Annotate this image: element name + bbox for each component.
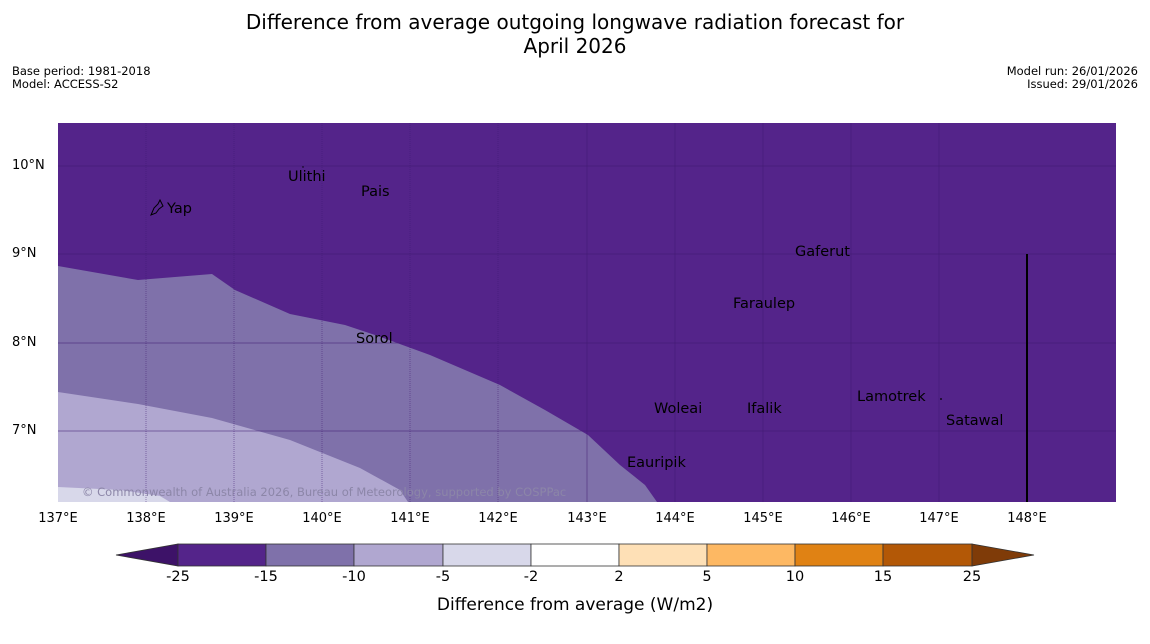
colorbar-tick-minus15: -15: [254, 569, 278, 585]
model-name: Model: ACCESS-S2: [12, 77, 119, 91]
colorbar-seg-3: [353, 543, 444, 567]
place-gaferut: Gaferut: [795, 244, 850, 260]
island-dots: [302, 166, 942, 400]
colorbar-seg-8: [794, 543, 884, 567]
lat-label-8n: 8°N: [12, 335, 37, 350]
colorbar-tick-15: 15: [873, 569, 893, 585]
place-sorol: Sorol: [356, 331, 393, 347]
colorbar-extend-low: [115, 543, 179, 567]
lon-label-146e: 146°E: [831, 511, 871, 526]
lon-label-141e: 141°E: [390, 511, 430, 526]
lat-label-10n: 10°N: [12, 158, 45, 173]
title-line-1: Difference from average outgoing longwav…: [245, 10, 905, 34]
place-ulithi: Ulithi: [288, 169, 326, 185]
place-lamotrek: Lamotrek: [857, 389, 926, 405]
colorbar: [115, 543, 1035, 567]
place-faraulep: Faraulep: [733, 296, 795, 312]
colorbar-seg-5: [530, 543, 620, 567]
colorbar-seg-6: [618, 543, 708, 567]
colorbar-tick-minus2: -2: [523, 569, 539, 585]
contour-band-minus10: [58, 392, 408, 502]
base-period: Base period: 1981-2018: [12, 64, 151, 78]
lon-label-145e: 145°E: [743, 511, 783, 526]
lat-label-9n: 9°N: [12, 246, 37, 261]
place-satawal: Satawal: [946, 413, 1003, 429]
issued-date: Issued: 29/01/2026: [1027, 77, 1138, 91]
lon-label-144e: 144°E: [655, 511, 695, 526]
lon-label-139e: 139°E: [214, 511, 254, 526]
model-run: Model run: 26/01/2026: [1006, 64, 1138, 78]
lon-label-142e: 142°E: [478, 511, 518, 526]
colorbar-tick-5: 5: [702, 569, 712, 585]
lat-label-7n: 7°N: [12, 423, 37, 438]
colorbar-seg-2: [265, 543, 355, 567]
colorbar-tick-minus5: -5: [435, 569, 451, 585]
colorbar-seg-7: [706, 543, 796, 567]
place-woleai: Woleai: [654, 401, 702, 417]
colorbar-extend-high: [971, 543, 1035, 567]
colorbar-title: Difference from average (W/m2): [436, 595, 714, 615]
colorbar-seg-1: [177, 543, 267, 567]
yap-island-shape: [150, 198, 164, 216]
map-title: Difference from average outgoing longwav…: [0, 10, 1150, 58]
colorbar-tick-10: 10: [785, 569, 805, 585]
title-line-2: April 2026: [523, 34, 627, 58]
place-pais: Pais: [361, 184, 390, 200]
lon-label-138e: 138°E: [126, 511, 166, 526]
colorbar-seg-4: [442, 543, 532, 567]
meta-left: Base period: 1981-2018 Model: ACCESS-S2: [12, 65, 151, 91]
colorbar-tick-minus25: -25: [166, 569, 190, 585]
meta-right: Model run: 26/01/2026 Issued: 29/01/2026: [1007, 65, 1138, 91]
colorbar-seg-9: [882, 543, 973, 567]
lon-label-140e: 140°E: [302, 511, 342, 526]
lon-label-148e: 148°E: [1007, 511, 1047, 526]
colorbar-tick-25: 25: [962, 569, 982, 585]
lon-gridlines: [145, 123, 940, 502]
place-eauripik: Eauripik: [627, 455, 686, 471]
place-yap: Yap: [166, 201, 192, 217]
contour-band-minus5: [58, 487, 170, 502]
lon-label-147e: 147°E: [919, 511, 959, 526]
lon-label-137e: 137°E: [38, 511, 78, 526]
colorbar-tick-2: 2: [614, 569, 624, 585]
copyright-notice: © Commonwealth of Australia 2026, Bureau…: [82, 485, 566, 499]
lon-label-143e: 143°E: [567, 511, 607, 526]
colorbar-tick-minus10: -10: [342, 569, 366, 585]
place-ifalik: Ifalik: [747, 401, 782, 417]
